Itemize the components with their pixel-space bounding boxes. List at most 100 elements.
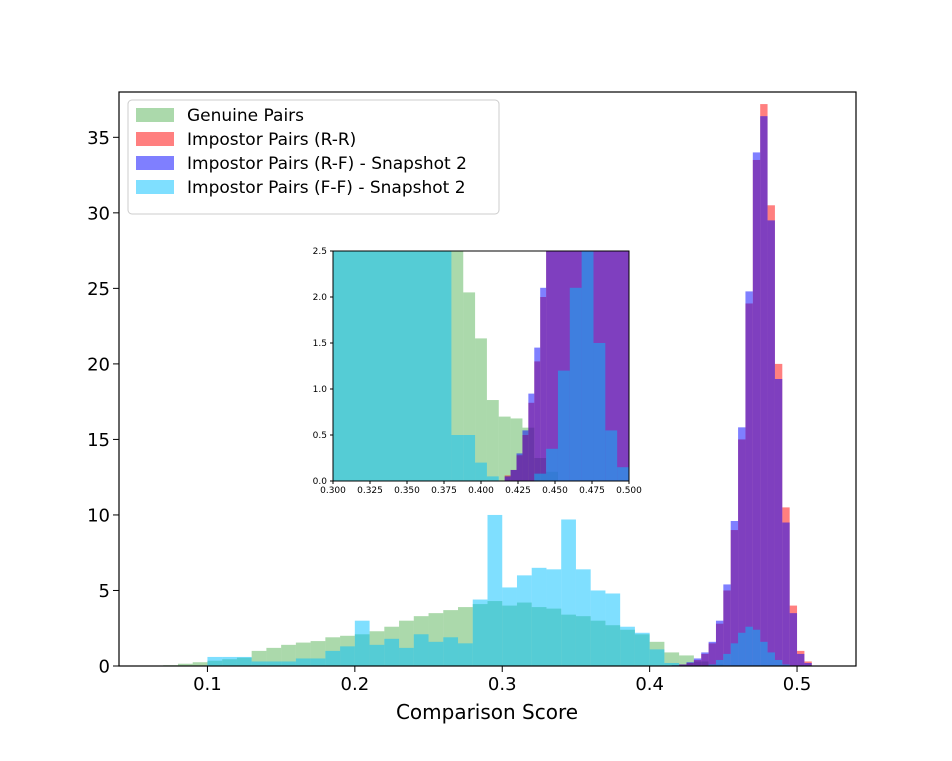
inset-bar [486,400,499,481]
main-bar [281,644,296,666]
main-bar [745,626,753,666]
main-bar [384,638,400,666]
inset-x-tick-label: 0.300 [320,486,346,496]
main-y-tick-label: 20 [87,354,110,375]
inset-x-tick-label: 0.325 [357,486,383,496]
main-bar [413,634,429,666]
main-x-tick-label: 0.2 [341,674,370,695]
inset-y-tick-label: 0.0 [313,477,328,487]
main-y-tick-label: 15 [87,430,110,451]
inset-x-tick-label: 0.400 [468,486,494,496]
main-bar [679,664,687,666]
legend-item-impostor-pairs-r-r: Impostor Pairs (R-R) [136,130,356,150]
main-bar [649,649,665,666]
main-bar [251,661,267,666]
main-bar [701,652,709,666]
main-bar [730,520,739,666]
main-bar [620,626,635,666]
legend: Genuine Pairs Impostor Pairs (R-R) Imposto… [127,99,500,215]
main-bar [686,662,694,666]
inset-x-tick-label: 0.350 [394,486,420,496]
main-bar [222,656,237,666]
inset-bar [557,370,570,481]
x-axis-label: Comparison Score [396,700,578,724]
main-bar [693,658,702,666]
inset-x-tick-label: 0.425 [505,486,531,496]
inset-bar [617,467,629,481]
main-y-tick-label: 30 [87,203,110,224]
inset-bar [498,416,511,481]
main-bar [516,575,532,666]
legend-swatch [136,180,174,194]
inset-y-tick-label: 2.0 [313,293,328,303]
main-bar [207,656,223,666]
inset-y-tick-label: 1.5 [313,339,327,349]
main-y-tick-label: 10 [87,505,110,526]
main-series-impostor-pairs-f-f-snapshot-2 [207,514,790,666]
main-bar [531,567,547,666]
inset-bar [475,338,487,481]
main-bar [561,519,576,666]
main-bar [760,641,768,666]
inset-bar [534,347,541,481]
inset-bar [504,476,511,481]
inset-bar [516,453,523,481]
main-bar [782,522,790,666]
main-bar [664,652,680,666]
inset-plot: 0.300 0.325 0.350 0.375 0.400 0.425 0.450 0.475… [313,247,642,496]
main-y-tick-label: 35 [87,128,110,149]
inset-bar [333,251,452,481]
main-bar [708,641,716,666]
main-plot-frame [118,91,857,667]
inset-bar [486,476,499,481]
inset-x-tick-label: 0.375 [431,486,457,496]
main-bar [266,647,282,666]
main-x-tick-label: 0.4 [635,674,664,695]
main-bar [502,587,517,666]
inset-y-axis: 0.0 0.5 1.0 1.5 2.0 2.5 [313,247,333,487]
legend-label: Genuine Pairs [187,106,304,126]
main-bar [730,643,739,666]
main-bar [715,659,724,666]
inset-x-tick-label: 0.475 [579,486,605,496]
main-bar [752,152,761,667]
inset-bar [451,435,464,481]
inset-x-axis: 0.300 0.325 0.350 0.375 0.400 0.425 0.450 0.475… [320,481,642,496]
main-bar [738,632,746,666]
main-bar [443,637,459,666]
main-bar [723,584,731,666]
main-y-tick-label: 5 [99,581,110,602]
inset-y-tick-label: 2.5 [313,247,327,257]
inset-bars [333,251,629,481]
main-bar [428,641,444,666]
main-bar [774,659,783,666]
legend-item-impostor-pairs-f-f-snapshot-2: Impostor Pairs (F-F) - Snapshot 2 [136,178,466,198]
main-y-axis: 0 5 10 15 20 25 30 35 [87,128,119,677]
main-bar [767,220,775,666]
inset-y-tick-label: 0.5 [313,431,327,441]
inset-bar [605,430,618,481]
main-bar [752,629,761,666]
main-y-tick-label: 25 [87,279,110,300]
inset-x-tick-label: 0.450 [542,486,568,496]
legend-label: Impostor Pairs (F-F) - Snapshot 2 [187,178,466,198]
inset-bar [569,287,582,481]
main-bar [340,646,355,666]
legend-label: Impostor Pairs (R-R) [187,130,356,150]
legend-label: Impostor Pairs (R-F) - Snapshot 2 [187,154,467,174]
main-bar [590,590,606,666]
main-bar [192,662,208,666]
main-plot: 0.1 0.2 0.3 0.4 0.5 0 5 10 15 20 25 30 35 Compariso… [87,91,857,724]
inset-bar [528,393,535,481]
main-bar [797,653,805,666]
legend-swatch [136,156,174,170]
legend-box [127,99,500,215]
main-bar [310,658,326,666]
main-bar [679,655,694,666]
inset-bar [593,343,606,481]
inset-bar [475,462,487,481]
main-bar [458,643,473,666]
main-bar [575,569,591,666]
legend-item-genuine-pairs: Genuine Pairs [136,106,304,126]
